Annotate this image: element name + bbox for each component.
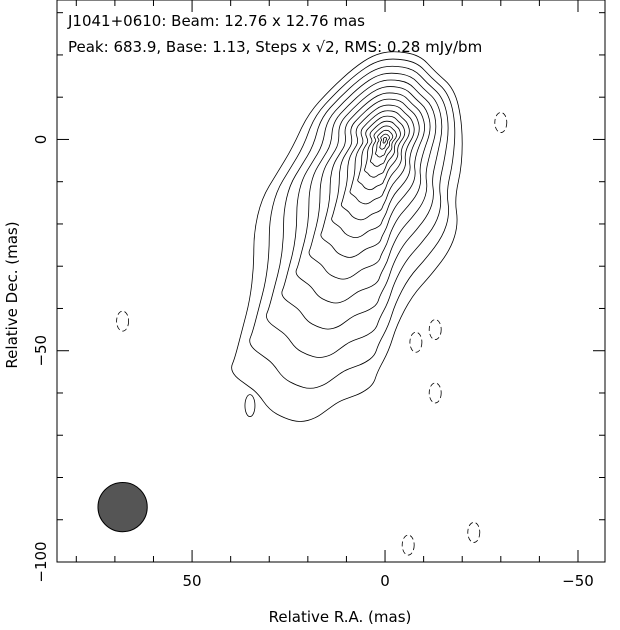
axis-ticks <box>57 0 605 563</box>
x-tick-label: 50 <box>183 572 202 590</box>
negative-contour <box>428 382 442 404</box>
y-tick-label: −100 <box>32 541 50 582</box>
chart-header-line2: Peak: 683.9, Base: 1.13, Steps x √2, RMS… <box>68 38 482 56</box>
negative-contour <box>467 522 481 543</box>
y-tick-label: −50 <box>32 335 50 367</box>
negative-contour <box>401 534 415 556</box>
contour-level <box>249 58 456 389</box>
x-tick-label: 0 <box>380 572 390 590</box>
beam-ellipse <box>97 481 148 533</box>
contour-level <box>379 133 390 150</box>
contour-level <box>364 120 401 178</box>
contour-level <box>295 79 437 304</box>
chart-header-line1: J1041+0610: Beam: 12.76 x 12.76 mas <box>67 12 365 30</box>
negative-contour <box>409 331 423 353</box>
contour-level <box>331 98 420 239</box>
contour-level <box>375 129 394 158</box>
x-tick-label: −50 <box>562 572 594 590</box>
contour-island <box>244 394 256 418</box>
negative-contours <box>116 112 508 556</box>
y-axis-label: Relative Dec. (mas) <box>3 221 21 368</box>
contour-level <box>308 86 431 280</box>
contour-level <box>382 136 388 144</box>
negative-contour <box>428 319 442 340</box>
contour-level <box>357 115 406 191</box>
contour-level <box>340 104 415 221</box>
contour-level <box>370 125 397 167</box>
negative-contour <box>494 112 508 133</box>
contour-level <box>266 65 449 358</box>
y-tick-label: 0 <box>32 135 50 145</box>
negative-contour <box>116 310 130 332</box>
contour-lines <box>231 51 463 422</box>
contour-level <box>231 51 463 422</box>
contour-level <box>281 72 443 330</box>
plot-frame <box>56 0 606 563</box>
tick-labels: 50 0 −50 0 −50 −100 <box>32 135 594 590</box>
contour-level <box>320 92 425 258</box>
contour-level <box>349 110 410 205</box>
x-axis-label: Relative R.A. (mas) <box>269 608 412 626</box>
